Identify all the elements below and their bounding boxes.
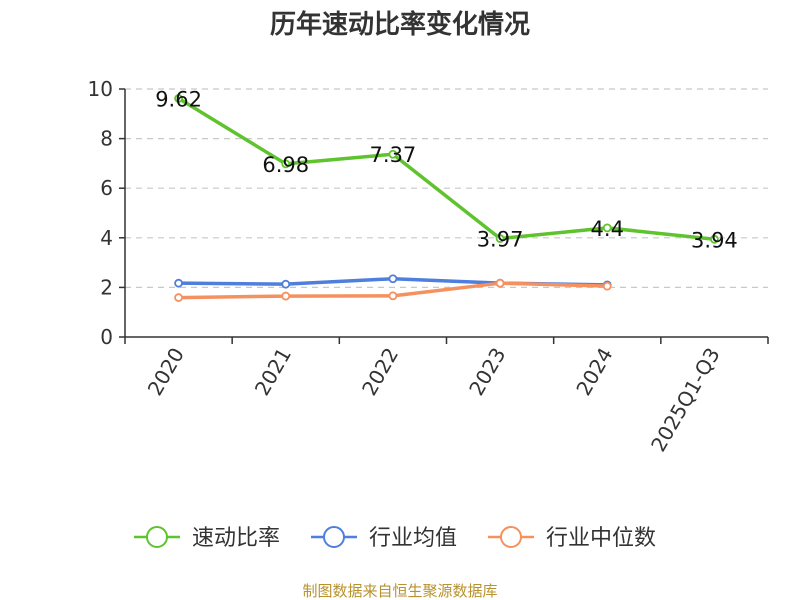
data-point[interactable] bbox=[281, 291, 291, 301]
legend-marker bbox=[323, 526, 345, 548]
legend-marker bbox=[500, 526, 522, 548]
data-point[interactable] bbox=[710, 234, 719, 244]
data-point[interactable] bbox=[602, 281, 612, 291]
y-tick-label: 6 bbox=[100, 176, 113, 200]
data-point[interactable] bbox=[388, 274, 398, 284]
chart-title: 历年速动比率变化情况 bbox=[270, 9, 530, 40]
x-tick-label: 2024 bbox=[571, 344, 617, 400]
data-point[interactable] bbox=[388, 291, 398, 301]
y-tick-label: 0 bbox=[100, 325, 113, 349]
data-label: 7.37 bbox=[370, 143, 417, 167]
data-point[interactable] bbox=[495, 278, 505, 288]
legend-label: 行业中位数 bbox=[546, 526, 656, 551]
grid-lines bbox=[125, 88, 768, 288]
data-point[interactable] bbox=[281, 159, 291, 169]
series-line bbox=[177, 96, 715, 242]
y-tick-label: 10 bbox=[88, 77, 113, 101]
x-tick-label: 2021 bbox=[250, 344, 296, 400]
legend-item[interactable]: 速动比率 bbox=[134, 526, 280, 551]
data-label: 3.94 bbox=[691, 228, 738, 252]
legend-item[interactable]: 行业均值 bbox=[311, 526, 457, 551]
legend-item[interactable]: 行业中位数 bbox=[488, 526, 656, 551]
data-label: 3.97 bbox=[477, 228, 524, 252]
data-label: 4.4 bbox=[591, 217, 624, 241]
data-point[interactable] bbox=[174, 278, 183, 288]
data-labels: 9.62 6.98 7.37 3.97 4.4 3.94 bbox=[155, 87, 738, 252]
legend-label: 行业均值 bbox=[369, 526, 457, 551]
y-tick-label: 4 bbox=[100, 226, 113, 250]
legend[interactable]: 速动比率 行业均值 行业中位数 bbox=[134, 526, 656, 551]
legend-label: 速动比率 bbox=[192, 526, 280, 551]
x-tick-label: 2022 bbox=[357, 344, 403, 400]
data-point[interactable] bbox=[495, 234, 505, 243]
series-group bbox=[174, 94, 719, 302]
data-point[interactable] bbox=[174, 94, 183, 103]
data-point[interactable] bbox=[602, 223, 612, 233]
axes: 0 2 4 6 8 10 2020 2021 2022 2023 2024 2025Q1-Q3 bbox=[88, 77, 769, 456]
data-point[interactable] bbox=[388, 149, 398, 159]
data-point[interactable] bbox=[281, 279, 291, 289]
legend-marker bbox=[146, 526, 168, 548]
x-tick-label: 2020 bbox=[143, 344, 189, 400]
y-tick-label: 2 bbox=[100, 275, 113, 299]
data-label: 6.98 bbox=[262, 153, 309, 177]
data-point[interactable] bbox=[174, 293, 183, 302]
x-tick-label: 2023 bbox=[464, 344, 510, 400]
source-note: 制图数据来自恒生聚源数据库 bbox=[302, 582, 497, 600]
y-tick-label: 8 bbox=[100, 127, 113, 151]
data-label: 9.62 bbox=[155, 87, 202, 111]
x-tick-label: 2025Q1-Q3 bbox=[646, 344, 725, 456]
